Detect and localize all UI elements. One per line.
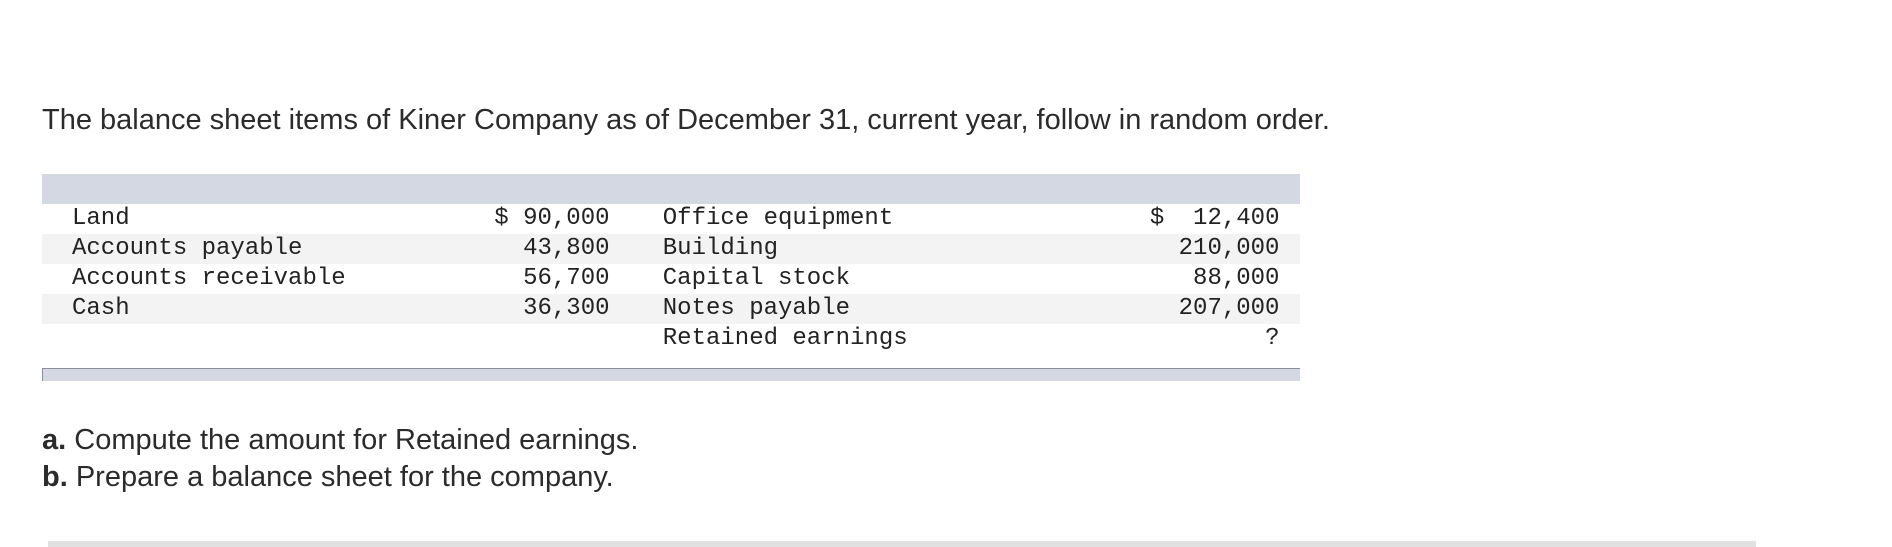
problem-intro: The balance sheet items of Kiner Company… xyxy=(42,104,1330,136)
item-value: $ 90,000 xyxy=(494,205,610,232)
item-label xyxy=(42,324,452,354)
item-value: 88,000 xyxy=(1193,265,1280,292)
question-b: b. Prepare a balance sheet for the compa… xyxy=(42,459,638,496)
question-a: a. Compute the amount for Retained earni… xyxy=(42,422,638,459)
item-value: 56,700 xyxy=(523,265,610,292)
item-label: Accounts payable xyxy=(42,234,452,264)
answer-panel-edge xyxy=(48,541,1756,547)
item-label: Building xyxy=(662,234,1112,264)
question-text: Compute the amount for Retained earnings… xyxy=(66,424,639,456)
items-grid: Land $ 90,000 Office equipment $ 12,400 … xyxy=(42,204,1300,354)
item-value xyxy=(452,324,610,354)
table-row: Accounts payable 43,800 Building 210,000 xyxy=(42,234,1300,264)
item-label: Capital stock xyxy=(662,265,851,292)
item-value: 210,000 xyxy=(1111,234,1280,264)
item-value: 207,000 xyxy=(1111,294,1280,324)
table-row: Cash 36,300 Notes payable 207,000 xyxy=(42,294,1300,324)
table-row: Land $ 90,000 Office equipment $ 12,400 xyxy=(42,204,1300,234)
table-row: Accounts receivable 56,700 Capital stock… xyxy=(42,264,1300,294)
item-label: Accounts receivable xyxy=(72,265,346,292)
table-footer-band xyxy=(42,368,1300,381)
item-value: $ 12,400 xyxy=(1149,205,1280,232)
question-marker: b. xyxy=(42,461,68,493)
question-list: a. Compute the amount for Retained earni… xyxy=(42,422,638,496)
item-label: Cash xyxy=(42,294,452,324)
item-value: 43,800 xyxy=(451,234,610,264)
item-label: Office equipment xyxy=(662,205,894,232)
item-label: Notes payable xyxy=(662,294,1112,324)
item-label: Land xyxy=(72,205,130,232)
item-value: 36,300 xyxy=(451,294,610,324)
item-value: ? xyxy=(1265,325,1280,352)
item-label: Retained earnings xyxy=(662,325,908,352)
question-marker: a. xyxy=(42,424,67,456)
table-header-band xyxy=(42,174,1300,204)
table-row: Retained earnings ? xyxy=(42,324,1300,354)
balance-sheet-items-table: Land $ 90,000 Office equipment $ 12,400 … xyxy=(42,174,1300,381)
question-text: Prepare a balance sheet for the company. xyxy=(67,461,614,493)
